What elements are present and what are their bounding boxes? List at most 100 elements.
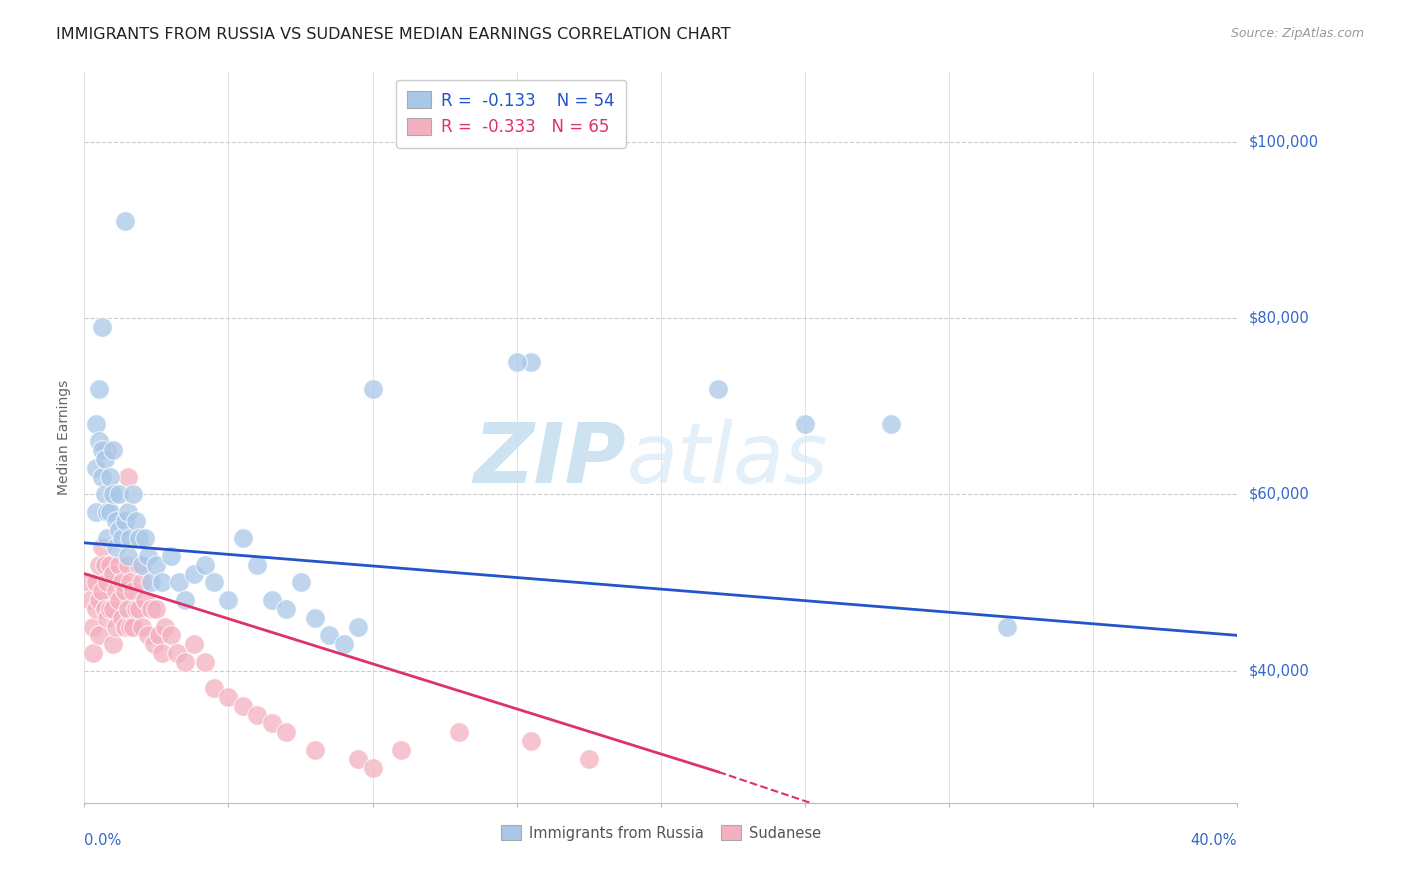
- Point: [995, 619, 1018, 633]
- Point: [90, 540, 112, 554]
- Point: [87, 628, 110, 642]
- Text: 0.0%: 0.0%: [84, 833, 121, 848]
- Point: [318, 628, 340, 642]
- Point: [105, 619, 128, 633]
- Point: [96, 505, 118, 519]
- Point: [108, 523, 131, 537]
- Point: [361, 382, 384, 396]
- Point: [134, 593, 156, 607]
- Point: [111, 575, 134, 590]
- Point: [84, 417, 107, 431]
- Point: [105, 540, 128, 554]
- Point: [125, 514, 148, 528]
- Point: [122, 584, 145, 599]
- Point: [98, 505, 121, 519]
- Point: [84, 461, 107, 475]
- Point: [347, 752, 370, 766]
- Point: [117, 602, 139, 616]
- Point: [93, 487, 115, 501]
- Point: [153, 619, 176, 633]
- Point: [131, 575, 153, 590]
- Point: [82, 646, 104, 660]
- Point: [260, 593, 283, 607]
- Point: [707, 382, 730, 396]
- Text: 40.0%: 40.0%: [1191, 833, 1237, 848]
- Point: [202, 575, 225, 590]
- Point: [90, 320, 112, 334]
- Point: [96, 575, 118, 590]
- Point: [108, 593, 131, 607]
- Point: [117, 549, 139, 563]
- Point: [260, 716, 283, 731]
- Point: [98, 558, 121, 572]
- Point: [90, 584, 112, 599]
- Point: [218, 593, 240, 607]
- Text: $80,000: $80,000: [1249, 310, 1309, 326]
- Point: [290, 575, 312, 590]
- Point: [111, 611, 134, 625]
- Point: [139, 602, 162, 616]
- Point: [160, 628, 183, 642]
- Point: [202, 681, 225, 696]
- Point: [194, 655, 217, 669]
- Point: [108, 487, 131, 501]
- Point: [105, 584, 128, 599]
- Point: [246, 707, 269, 722]
- Point: [183, 637, 205, 651]
- Point: [103, 443, 124, 458]
- Point: [142, 637, 165, 651]
- Text: atlas: atlas: [626, 418, 828, 500]
- Point: [347, 619, 370, 633]
- Point: [276, 602, 298, 616]
- Point: [520, 734, 543, 748]
- Point: [128, 558, 150, 572]
- Text: ZIP: ZIP: [474, 418, 626, 500]
- Point: [276, 725, 298, 739]
- Point: [145, 602, 167, 616]
- Point: [333, 637, 356, 651]
- Point: [93, 602, 115, 616]
- Point: [117, 558, 139, 572]
- Point: [114, 214, 136, 228]
- Point: [520, 355, 543, 369]
- Legend: Immigrants from Russia, Sudanese: Immigrants from Russia, Sudanese: [495, 820, 827, 847]
- Point: [194, 558, 217, 572]
- Point: [108, 558, 131, 572]
- Point: [87, 434, 110, 449]
- Point: [578, 752, 600, 766]
- Point: [103, 602, 124, 616]
- Point: [361, 760, 384, 774]
- Text: $60,000: $60,000: [1249, 487, 1309, 502]
- Point: [122, 487, 145, 501]
- Point: [114, 619, 136, 633]
- Point: [880, 417, 903, 431]
- Point: [96, 611, 118, 625]
- Point: [128, 532, 150, 546]
- Point: [449, 725, 471, 739]
- Point: [103, 637, 124, 651]
- Point: [246, 558, 269, 572]
- Point: [117, 505, 139, 519]
- Point: [148, 628, 170, 642]
- Point: [103, 566, 124, 581]
- Point: [90, 443, 112, 458]
- Point: [218, 690, 240, 704]
- Point: [232, 698, 254, 713]
- Text: Source: ZipAtlas.com: Source: ZipAtlas.com: [1230, 27, 1364, 40]
- Point: [82, 619, 104, 633]
- Point: [136, 549, 159, 563]
- Point: [93, 558, 115, 572]
- Point: [98, 602, 121, 616]
- Point: [79, 593, 101, 607]
- Point: [139, 575, 162, 590]
- Y-axis label: Median Earnings: Median Earnings: [58, 379, 72, 495]
- Point: [150, 575, 173, 590]
- Point: [93, 452, 115, 467]
- Point: [122, 619, 145, 633]
- Point: [120, 619, 142, 633]
- Point: [103, 487, 124, 501]
- Text: IMMIGRANTS FROM RUSSIA VS SUDANESE MEDIAN EARNINGS CORRELATION CHART: IMMIGRANTS FROM RUSSIA VS SUDANESE MEDIA…: [56, 27, 731, 42]
- Point: [166, 646, 188, 660]
- Point: [105, 514, 128, 528]
- Point: [134, 532, 156, 546]
